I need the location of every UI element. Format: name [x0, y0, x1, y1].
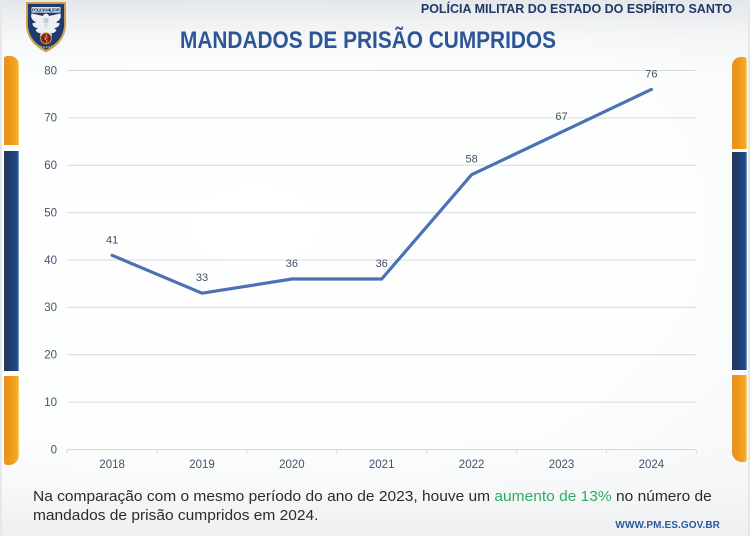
svg-text:41: 41: [106, 234, 118, 246]
svg-text:60: 60: [44, 160, 57, 172]
svg-text:30: 30: [44, 302, 57, 314]
svg-text:76: 76: [645, 68, 657, 80]
svg-text:67: 67: [555, 111, 567, 123]
svg-text:2020: 2020: [279, 459, 305, 471]
svg-text:0: 0: [51, 444, 57, 456]
svg-text:50: 50: [44, 207, 57, 219]
svg-text:80: 80: [44, 65, 57, 77]
svg-text:2021: 2021: [369, 459, 395, 471]
svg-text:70: 70: [44, 113, 57, 125]
svg-text:33: 33: [196, 272, 208, 284]
svg-text:POLICIA MILITAR: POLICIA MILITAR: [32, 8, 61, 13]
svg-text:2024: 2024: [639, 459, 665, 471]
svg-text:36: 36: [286, 258, 298, 270]
svg-text:2019: 2019: [189, 459, 215, 471]
svg-text:58: 58: [465, 154, 477, 166]
svg-text:2018: 2018: [99, 459, 125, 471]
svg-text:10: 10: [44, 397, 57, 409]
svg-text:36: 36: [376, 258, 388, 270]
svg-text:2023: 2023: [549, 459, 575, 471]
svg-text:2022: 2022: [459, 459, 485, 471]
svg-text:20: 20: [44, 350, 57, 362]
svg-text:40: 40: [44, 255, 57, 267]
